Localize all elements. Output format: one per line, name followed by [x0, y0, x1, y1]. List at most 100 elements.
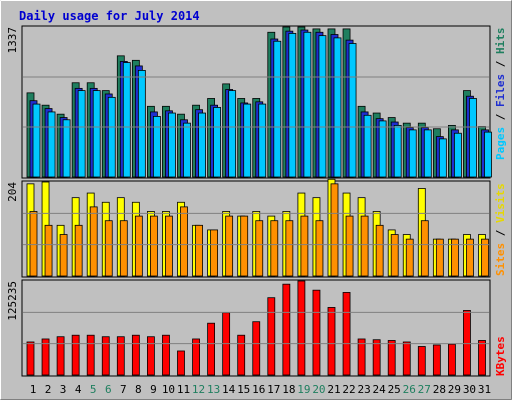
- visitors-bar-sites-day-27: [420, 220, 429, 277]
- visitors-bar-sites-day-18: [285, 220, 294, 277]
- traffic-bar-pages-day-1: [32, 103, 41, 178]
- x-axis-labels: 1 2 3 4 5 6 7 8 9 10 11 12 13 14 15 16 17 18 19 20 21 22 23 24 2…: [30, 383, 491, 396]
- visitors-bar-sites-day-13: [210, 229, 219, 277]
- volume-bar-kbytes-day-9: [146, 336, 155, 376]
- x-tick-label-day-4: 4: [75, 383, 82, 396]
- x-tick-label-day-24: 24: [373, 383, 387, 396]
- traffic-bar-pages-day-15: [243, 103, 252, 178]
- visitors-bar-sites-day-28: [435, 238, 444, 277]
- x-tick-label-day-9: 9: [150, 383, 157, 396]
- traffic-bar-pages-day-27: [423, 129, 432, 178]
- x-tick-label-day-27: 27: [418, 383, 431, 396]
- traffic-bar-pages-day-26: [408, 129, 417, 178]
- volume-bar-kbytes-day-27: [417, 346, 426, 376]
- traffic-legend: Pages / Files / Hits: [494, 28, 507, 161]
- visitors-bar-sites-day-7: [119, 220, 128, 277]
- grid-layer: [23, 76, 489, 345]
- traffic-bar-pages-day-17: [273, 40, 282, 178]
- visitors-bar-sites-day-30: [466, 238, 474, 277]
- traffic-plot-area: [21, 25, 491, 179]
- visitors-bar-sites-day-22: [345, 215, 354, 277]
- x-tick-label-day-28: 28: [433, 383, 446, 396]
- x-tick-label-day-6: 6: [105, 383, 112, 396]
- visitors-bar-sites-day-16: [255, 220, 264, 277]
- traffic-bar-pages-day-8: [137, 70, 146, 178]
- volume-bar-kbytes-day-13: [207, 322, 216, 376]
- traffic-bar-pages-day-7: [122, 62, 131, 178]
- visitors-bar-sites-day-5: [89, 206, 98, 277]
- traffic-bar-pages-day-20: [318, 35, 327, 178]
- traffic-bar-pages-day-11: [183, 122, 191, 178]
- volume-plot-area: [21, 279, 491, 377]
- traffic-bar-pages-day-10: [168, 112, 176, 178]
- x-tick-label-day-12: 12: [192, 383, 205, 396]
- visitors-bar-sites-day-3: [59, 234, 68, 277]
- x-tick-label-day-7: 7: [120, 383, 127, 396]
- traffic-bar-pages-day-14: [228, 90, 237, 178]
- traffic-bar-pages-day-24: [378, 120, 387, 178]
- volume-bar-kbytes-day-12: [192, 338, 200, 376]
- x-tick-label-day-23: 23: [357, 383, 370, 396]
- visitors-bar-sites-day-8: [134, 215, 143, 277]
- traffic-bar-pages-day-30: [469, 98, 477, 178]
- volume-bar-kbytes-day-25: [387, 340, 396, 376]
- traffic-bar-pages-day-6: [107, 96, 116, 178]
- visitors-bar-sites-day-10: [165, 215, 173, 277]
- traffic-bar-pages-day-19: [303, 31, 312, 178]
- volume-bar-kbytes-day-5: [86, 334, 95, 376]
- visitors-bar-sites-day-29: [450, 238, 459, 277]
- legend-visits: Visits: [494, 183, 507, 223]
- visitors-bar-sites-day-4: [74, 224, 83, 277]
- visitors-bar-sites-day-25: [390, 234, 399, 277]
- visitors-bar-sites-day-12: [195, 224, 203, 277]
- traffic-bar-pages-day-18: [288, 32, 297, 178]
- x-tick-label-day-8: 8: [135, 383, 142, 396]
- traffic-bar-pages-day-3: [62, 119, 71, 178]
- traffic-bar-pages-day-13: [213, 107, 222, 178]
- legend-sites: Sites: [494, 243, 507, 276]
- traffic-bar-pages-day-2: [47, 111, 56, 178]
- volume-bar-kbytes-day-28: [432, 344, 441, 376]
- x-tick-label-day-17: 17: [267, 383, 280, 396]
- visitors-plot-area: [21, 180, 491, 278]
- x-tick-label-day-19: 19: [297, 383, 310, 396]
- volume-bar-kbytes-day-3: [56, 336, 65, 376]
- volume-bar-kbytes-day-20: [312, 289, 321, 376]
- x-tick-label-day-21: 21: [327, 383, 340, 396]
- visitors-bar-sites-day-11: [180, 206, 188, 277]
- legend-pages: Pages: [494, 127, 507, 160]
- traffic-bar-pages-day-16: [258, 103, 267, 178]
- visitors-bar-sites-day-17: [270, 220, 279, 277]
- x-tick-label-day-26: 26: [403, 383, 416, 396]
- x-tick-label-day-3: 3: [60, 383, 67, 396]
- x-tick-label-day-30: 30: [463, 383, 476, 396]
- traffic-bar-pages-day-12: [198, 112, 206, 178]
- visitors-bar-sites-day-6: [104, 220, 113, 277]
- volume-bar-kbytes-day-31: [478, 340, 486, 376]
- traffic-bar-pages-day-31: [484, 131, 492, 178]
- visitors-bar-sites-day-23: [360, 215, 369, 277]
- volume-bar-kbytes-day-2: [41, 338, 50, 376]
- visitors-bar-sites-day-26: [405, 238, 414, 277]
- volume-bar-kbytes-day-6: [101, 336, 110, 376]
- traffic-bar-pages-day-22: [348, 43, 357, 178]
- traffic-bar-pages-day-25: [393, 124, 402, 178]
- volume-bar-kbytes-day-4: [71, 334, 80, 376]
- visitors-bar-sites-day-24: [375, 224, 384, 277]
- traffic-bar-pages-day-5: [92, 90, 101, 178]
- volume-bar-kbytes-day-10: [162, 334, 170, 376]
- traffic-ymax-label: 1337: [6, 27, 19, 54]
- visitors-legend: Sites / Visits: [494, 183, 507, 276]
- volume-bar-kbytes-day-21: [327, 307, 336, 376]
- volume-ymax-label: 125235: [6, 281, 19, 321]
- legend-kbytes: KBytes: [494, 336, 507, 376]
- bars-layer: [26, 26, 492, 376]
- x-tick-label-day-13: 13: [207, 383, 220, 396]
- volume-bar-kbytes-day-30: [463, 310, 471, 376]
- volume-bar-kbytes-day-1: [26, 341, 35, 376]
- volume-bar-kbytes-day-8: [131, 334, 140, 376]
- volume-bar-kbytes-day-7: [116, 336, 125, 376]
- volume-bar-kbytes-day-24: [372, 339, 381, 376]
- volume-bar-kbytes-day-19: [297, 280, 306, 376]
